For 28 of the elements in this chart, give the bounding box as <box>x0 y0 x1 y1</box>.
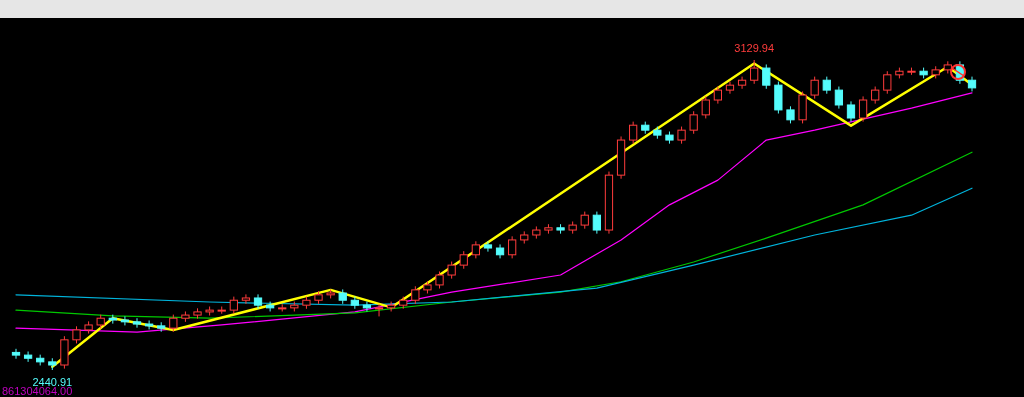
candlestick <box>846 100 856 123</box>
candlestick <box>834 86 844 110</box>
candlestick <box>762 63 771 90</box>
candlestick <box>701 95 710 119</box>
candlestick <box>810 76 819 100</box>
candlestick <box>689 110 698 135</box>
candlestick <box>725 81 735 95</box>
candlestick <box>120 315 130 326</box>
candlestick <box>266 301 275 312</box>
candlestick <box>362 301 372 312</box>
candlestick <box>508 235 517 259</box>
candlestick <box>144 319 154 330</box>
candlestick <box>750 59 759 85</box>
candlestick <box>629 121 638 145</box>
annotation: 3129.94 <box>734 42 775 54</box>
candlestick <box>883 70 892 95</box>
candlestick <box>483 240 493 253</box>
text: 861304064.00 <box>2 385 73 397</box>
candlestick <box>858 95 868 123</box>
candlestick <box>132 317 142 329</box>
candlestick <box>23 351 33 363</box>
candlestick <box>737 76 747 90</box>
candlestick <box>387 301 396 312</box>
annotation: 2440.91 <box>32 376 73 388</box>
candlestick <box>11 348 21 360</box>
candlestick <box>374 303 384 317</box>
candlestick <box>241 293 251 305</box>
candlestick <box>592 211 601 235</box>
